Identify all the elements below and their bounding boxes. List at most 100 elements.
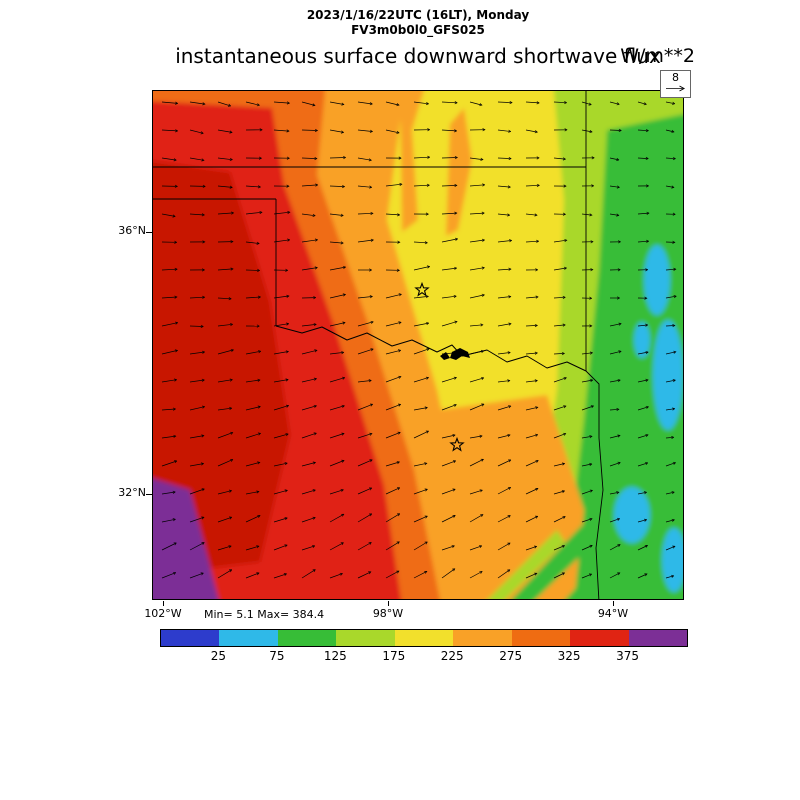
wind-arrow <box>217 380 232 383</box>
wind-arrow <box>385 542 399 551</box>
wind-arrow <box>273 406 289 411</box>
wind-arrow <box>217 460 233 467</box>
wind-arrow <box>497 241 512 243</box>
wind-arrow <box>161 213 175 216</box>
wind-reference-value: 8 <box>672 71 679 84</box>
wind-arrow <box>553 378 566 383</box>
wind-arrow <box>357 101 372 104</box>
wind-arrow <box>245 241 259 244</box>
wind-arrow <box>497 102 512 103</box>
wind-arrow <box>357 129 372 132</box>
wind-arrow <box>469 490 482 495</box>
wind-arrow <box>581 436 592 439</box>
colorbar-tick-label: 275 <box>499 649 523 663</box>
flux-map <box>152 90 684 600</box>
lon-tick-label: 98°W <box>372 607 404 620</box>
wind-arrow <box>329 514 344 523</box>
wind-arrow <box>525 241 539 242</box>
wind-arrow <box>161 436 176 439</box>
wind-arrow <box>469 436 482 439</box>
wind-arrow <box>301 268 317 271</box>
wind-arrow <box>329 158 346 159</box>
wind-arrow <box>441 489 455 495</box>
colorbar-segment <box>394 630 454 646</box>
wind-arrow <box>301 324 316 327</box>
wind-arrow <box>525 435 538 439</box>
wind-arrow <box>497 543 510 551</box>
colorbar-tick-label: 125 <box>323 649 347 663</box>
wind-arrow <box>329 186 344 187</box>
wind-arrow <box>413 431 428 439</box>
wind-arrow <box>637 435 648 439</box>
wind-arrow <box>441 296 456 299</box>
wind-arrow <box>553 268 566 271</box>
wind-arrow <box>357 349 373 355</box>
wind-arrow <box>497 406 511 411</box>
wind-arrow <box>161 380 177 383</box>
wind-arrow <box>217 350 233 355</box>
wind-arrow <box>553 517 565 523</box>
flux-region-yellowgreen-stripe <box>487 530 565 600</box>
wind-arrow <box>189 380 204 383</box>
wind-arrow <box>189 326 203 327</box>
wind-arrow <box>497 570 510 579</box>
flux-region-cyan-patch-2 <box>653 320 683 430</box>
wind-arrow <box>217 570 232 579</box>
wind-arrow <box>245 351 261 355</box>
wind-arrow <box>609 324 621 327</box>
wind-arrow <box>525 353 537 354</box>
wind-arrow <box>497 269 511 270</box>
wind-arrow <box>581 214 592 215</box>
colorbar-tick-label: 175 <box>382 649 406 663</box>
wind-arrow <box>329 461 344 467</box>
wind-arrow <box>357 434 372 439</box>
wind-arrow <box>665 101 675 104</box>
wind-arrow <box>245 433 260 439</box>
wind-arrow <box>273 352 288 355</box>
wind-arrow <box>665 546 675 551</box>
wind-arrow <box>385 571 399 579</box>
wind-arrow <box>609 573 620 579</box>
wind-arrow <box>497 460 511 467</box>
wind-arrow <box>245 462 260 467</box>
wind-arrow <box>413 349 429 355</box>
wind-arrow <box>469 515 483 523</box>
wind-arrow <box>301 546 315 551</box>
wind-arrow <box>357 404 373 411</box>
colorbar-tick-labels: 25 75 125 175 225 275 325 375 <box>160 649 686 665</box>
wind-arrow <box>469 378 484 383</box>
lon-tick-label: 94°W <box>597 607 629 620</box>
wind-reference-box: 8 <box>660 70 691 98</box>
wind-arrow <box>553 546 564 551</box>
wind-arrow <box>329 101 344 105</box>
axis-tick <box>146 232 152 233</box>
axis-tick <box>163 601 164 606</box>
wind-arrow <box>497 353 510 355</box>
wind-arrow <box>665 296 676 299</box>
wind-arrow <box>665 158 675 159</box>
wind-arrow <box>469 459 483 467</box>
wind-arrow <box>637 492 646 495</box>
wind-arrow <box>217 129 232 132</box>
wind-arrow <box>581 353 592 354</box>
wind-arrow <box>581 519 592 523</box>
wind-arrow <box>553 573 564 579</box>
wind-arrow <box>217 517 232 523</box>
wind-arrow <box>525 489 538 495</box>
wind-arrow <box>581 129 592 132</box>
wind-arrow <box>525 102 539 103</box>
wind-arrow <box>441 239 458 243</box>
wind-arrow <box>161 573 176 579</box>
wind-arrow <box>413 542 427 551</box>
wind-arrow <box>329 543 343 551</box>
wind-arrow <box>609 157 619 160</box>
colorbar-segment <box>277 630 337 646</box>
wind-arrow <box>273 212 290 215</box>
wind-arrow <box>329 323 345 327</box>
wind-arrow <box>357 572 371 579</box>
wind-arrow <box>553 325 565 326</box>
wind-arrow <box>413 463 427 467</box>
wind-arrow <box>357 381 371 383</box>
wind-arrow <box>217 157 232 160</box>
